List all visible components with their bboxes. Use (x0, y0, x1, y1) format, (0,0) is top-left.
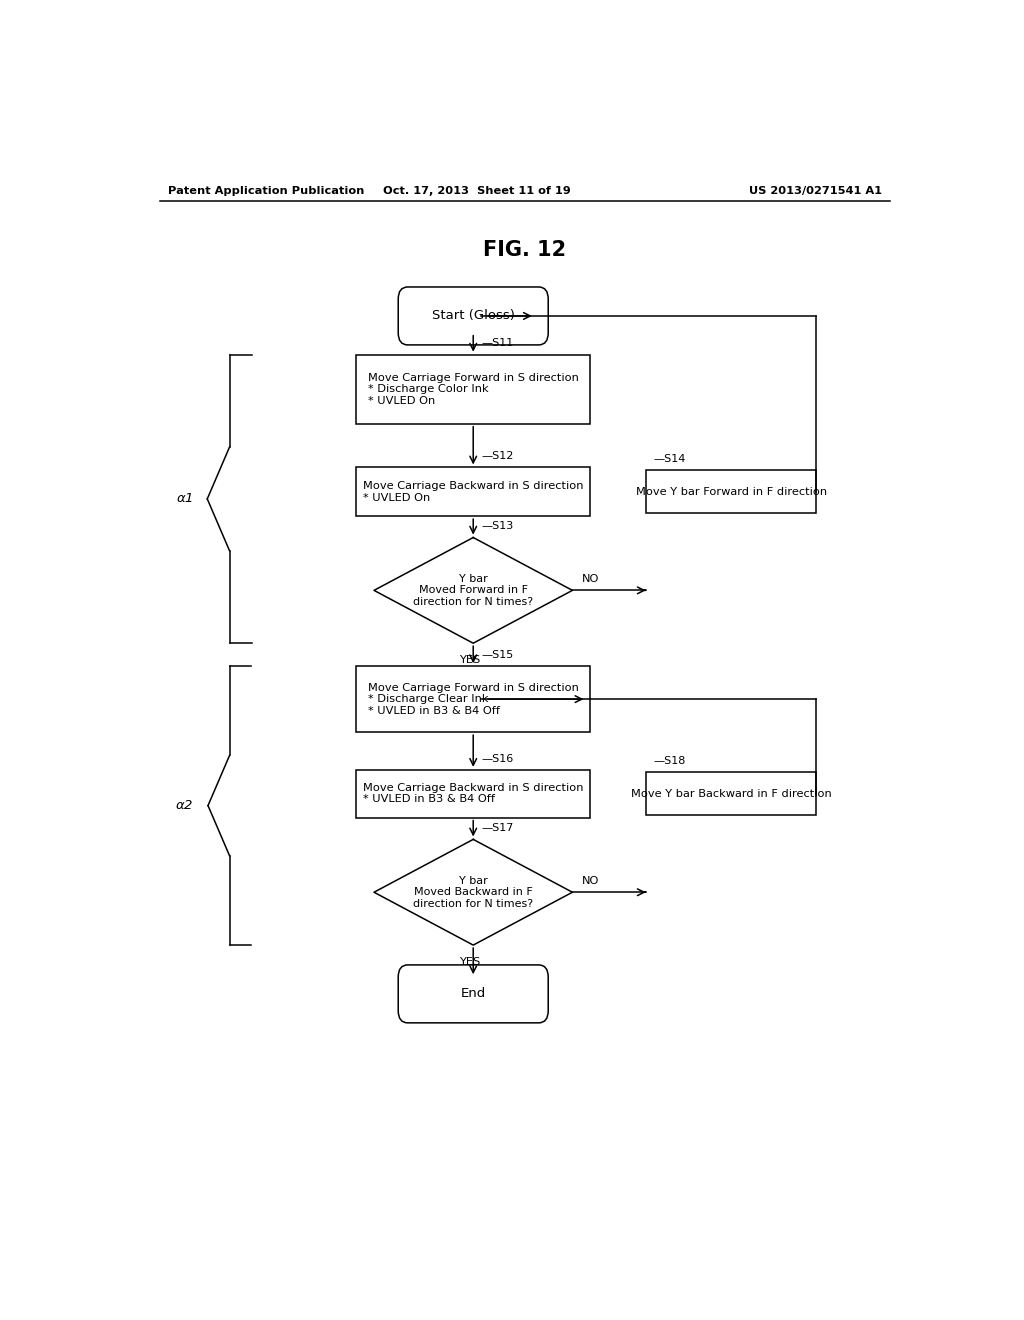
Text: $\alpha$2: $\alpha$2 (175, 799, 194, 812)
Text: Y bar
Moved Backward in F
direction for N times?: Y bar Moved Backward in F direction for … (413, 875, 534, 909)
Text: Oct. 17, 2013  Sheet 11 of 19: Oct. 17, 2013 Sheet 11 of 19 (383, 186, 571, 195)
Text: FIG. 12: FIG. 12 (483, 240, 566, 260)
Text: $\alpha$1: $\alpha$1 (176, 492, 193, 506)
Text: Move Carriage Forward in S direction
* Discharge Clear Ink
* UVLED in B3 & B4 Of: Move Carriage Forward in S direction * D… (368, 682, 579, 715)
Text: —S17: —S17 (481, 824, 513, 833)
Text: Move Carriage Backward in S direction
* UVLED On: Move Carriage Backward in S direction * … (362, 480, 584, 503)
Text: NO: NO (582, 574, 599, 585)
Text: —S16: —S16 (481, 754, 513, 764)
Text: YES: YES (459, 957, 480, 968)
Bar (356, 467, 590, 516)
Text: —S14: —S14 (653, 454, 686, 465)
Bar (646, 470, 816, 513)
Text: —S12: —S12 (481, 451, 513, 461)
Text: —S11: —S11 (481, 338, 513, 348)
Text: Y bar
Moved Forward in F
direction for N times?: Y bar Moved Forward in F direction for N… (413, 574, 534, 607)
Bar (356, 355, 590, 424)
Text: —S18: —S18 (653, 756, 686, 766)
Text: Start (Gloss): Start (Gloss) (432, 309, 515, 322)
Text: —S13: —S13 (481, 521, 513, 532)
Text: Move Y bar Forward in F direction: Move Y bar Forward in F direction (636, 487, 826, 496)
Text: —S15: —S15 (481, 649, 513, 660)
Text: Move Y bar Backward in F direction: Move Y bar Backward in F direction (631, 788, 831, 799)
Text: Move Carriage Forward in S direction
* Discharge Color Ink
* UVLED On: Move Carriage Forward in S direction * D… (368, 372, 579, 405)
Text: YES: YES (459, 656, 480, 665)
FancyBboxPatch shape (398, 286, 548, 345)
Bar (356, 770, 590, 817)
Text: NO: NO (582, 876, 599, 886)
Bar (646, 772, 816, 814)
Text: End: End (461, 987, 485, 1001)
Text: US 2013/0271541 A1: US 2013/0271541 A1 (749, 186, 882, 195)
Text: Patent Application Publication: Patent Application Publication (168, 186, 365, 195)
Bar (356, 667, 590, 733)
FancyBboxPatch shape (398, 965, 548, 1023)
Text: Move Carriage Backward in S direction
* UVLED in B3 & B4 Off: Move Carriage Backward in S direction * … (362, 783, 584, 804)
